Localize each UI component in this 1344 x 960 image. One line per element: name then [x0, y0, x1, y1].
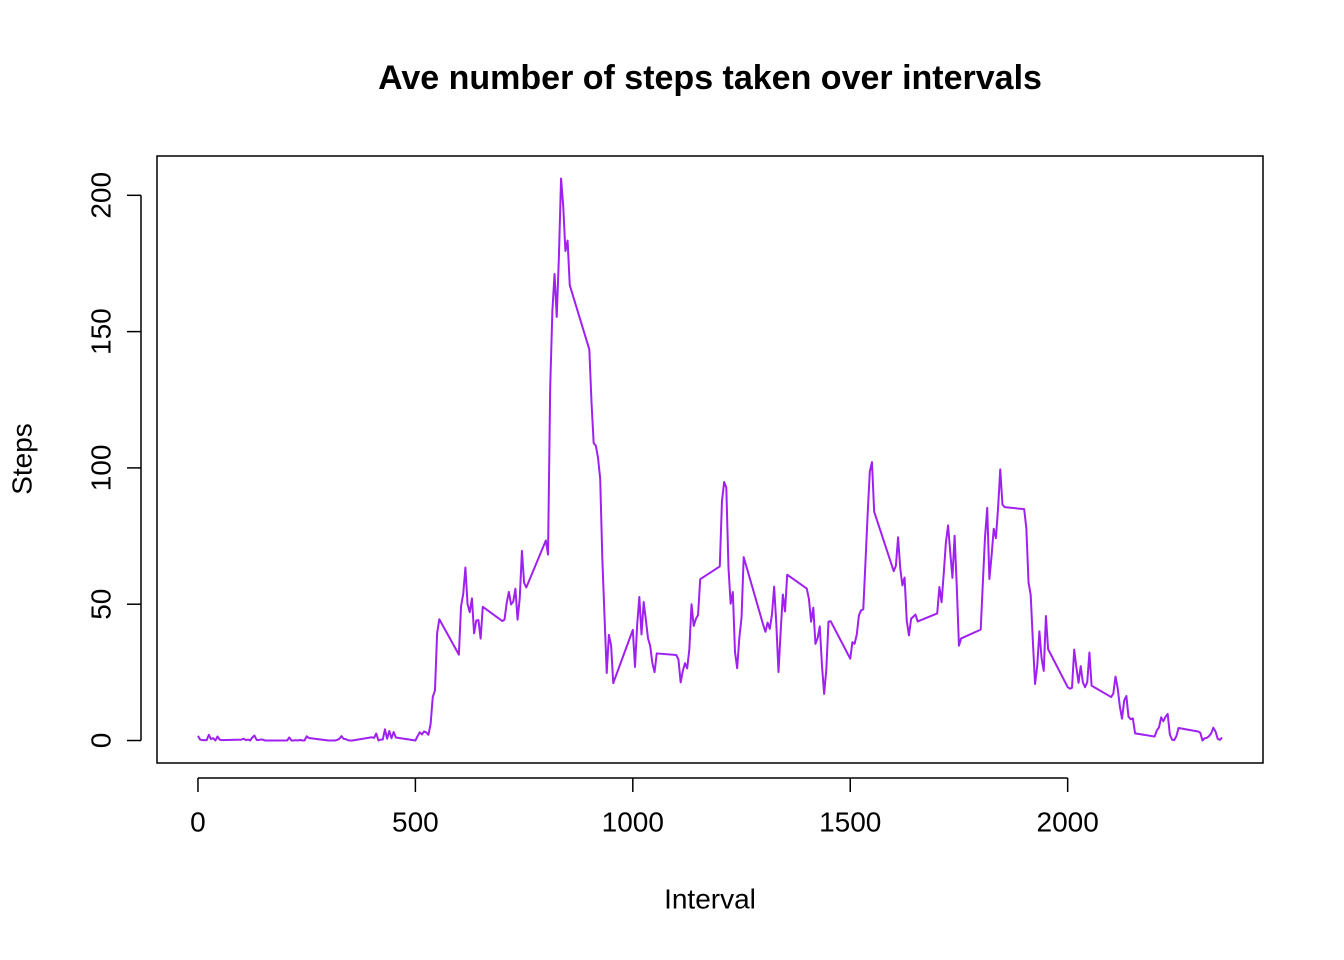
x-tick-label: 0: [190, 806, 206, 837]
y-tick-label: 0: [85, 733, 116, 749]
x-tick-label: 500: [392, 806, 439, 837]
x-tick-label: 1000: [602, 806, 664, 837]
y-tick-label: 200: [85, 172, 116, 219]
chart-title: Ave number of steps taken over intervals: [378, 59, 1042, 97]
y-tick-label: 150: [85, 308, 116, 355]
x-tick-label: 1500: [819, 806, 881, 837]
y-tick-label: 100: [85, 445, 116, 492]
data-line: [197, 177, 1223, 742]
x-axis-label: Interval: [664, 883, 756, 914]
y-tick-label: 50: [85, 589, 116, 620]
x-tick-label: 2000: [1037, 806, 1099, 837]
y-axis-label: Steps: [6, 423, 37, 495]
plot-frame: [156, 155, 1264, 764]
